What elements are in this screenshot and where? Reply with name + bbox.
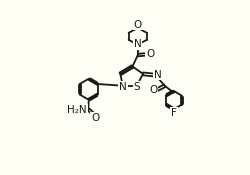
Text: O: O xyxy=(91,113,99,123)
Text: N: N xyxy=(154,69,161,80)
Text: H₂N: H₂N xyxy=(67,105,86,115)
Text: O: O xyxy=(133,19,141,30)
Text: S: S xyxy=(133,82,140,92)
Text: F: F xyxy=(170,108,176,118)
Text: O: O xyxy=(149,85,157,96)
Text: N: N xyxy=(133,39,141,49)
Text: O: O xyxy=(146,49,154,59)
Text: N: N xyxy=(118,82,126,92)
